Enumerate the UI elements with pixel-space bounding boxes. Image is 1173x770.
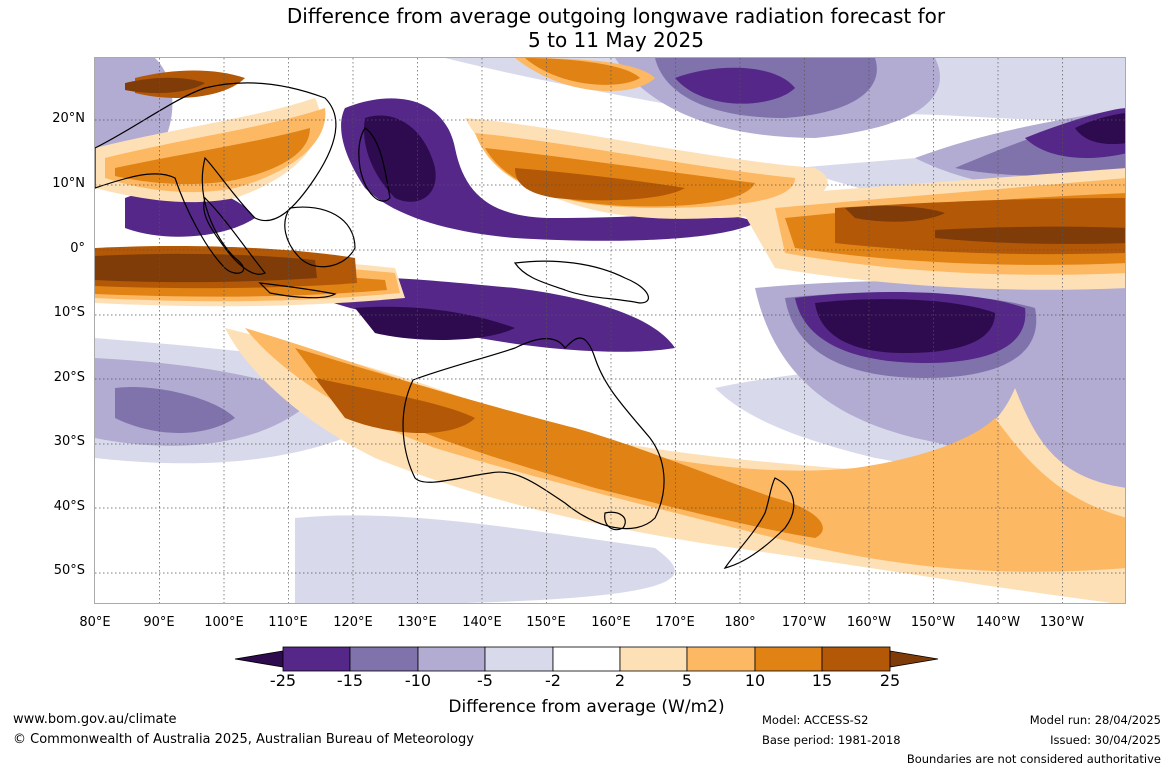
darkest-brown-regions xyxy=(95,77,1125,283)
lon-label-140w: 140°W xyxy=(975,615,1021,630)
footer-disclaimer: Boundaries are not considered authoritat… xyxy=(906,752,1161,766)
lon-label-160w: 160°W xyxy=(846,615,892,630)
title-line-2: 5 to 11 May 2025 xyxy=(528,28,704,52)
lon-label-160e: 160°E xyxy=(591,615,631,630)
colorbar-tick: -10 xyxy=(404,671,432,690)
lat-label-40s: 40°S xyxy=(53,499,85,514)
olr-anomaly-map xyxy=(94,57,1126,604)
colorbar-segment-15-10 xyxy=(349,646,419,672)
footer-model: Model: ACCESS-S2 xyxy=(762,713,869,727)
lon-label-150e: 150°E xyxy=(526,615,566,630)
colorbar-tick: 10 xyxy=(744,671,766,690)
colorbar-segment-2-2 xyxy=(552,646,621,672)
lon-label-110e: 110°E xyxy=(268,615,308,630)
sumatra-coastline xyxy=(203,196,266,275)
lon-label-140e: 140°E xyxy=(462,615,502,630)
colorbar-tick: -25 xyxy=(269,671,297,690)
map-title: Difference from average outgoing longwav… xyxy=(0,4,1173,52)
lon-label-120e: 120°E xyxy=(333,615,373,630)
lon-label-80e: 80°E xyxy=(79,615,111,630)
lon-label-170w: 170°W xyxy=(781,615,827,630)
lon-label-130w: 130°W xyxy=(1039,615,1085,630)
map-canvas xyxy=(95,58,1125,603)
colorbar-segment-10-5 xyxy=(417,646,486,672)
java-coastline xyxy=(258,282,337,299)
philippines-coastline xyxy=(358,127,391,202)
lon-label-100e: 100°E xyxy=(204,615,244,630)
lat-label-20n: 20°N xyxy=(52,111,85,126)
colorbar-segment-15-25 xyxy=(821,646,891,672)
coastlines xyxy=(95,82,795,569)
lon-label-170e: 170°E xyxy=(655,615,695,630)
colorbar-tick: -15 xyxy=(336,671,364,690)
colorbar-segment-25-15 xyxy=(282,646,351,672)
title-line-1: Difference from average outgoing longwav… xyxy=(286,4,946,28)
colorbar-segment-above-25 xyxy=(889,650,939,668)
borneo-coastline xyxy=(284,206,356,268)
colorbar-segment-below-25 xyxy=(234,650,284,668)
colorbar-tick: -2 xyxy=(545,671,561,690)
footer-model-run: Model run: 28/04/2025 xyxy=(1029,713,1161,727)
colorbar-tick: 15 xyxy=(811,671,833,690)
lon-label-150w: 150°W xyxy=(910,615,956,630)
australia-coastline xyxy=(402,337,665,530)
lat-label-10s: 10°S xyxy=(53,305,85,320)
lon-label-180: 180° xyxy=(724,615,756,630)
colorbar-tick: -5 xyxy=(477,671,493,690)
new-zealand-coastline xyxy=(723,477,795,569)
lat-label-50s: 50°S xyxy=(53,563,85,578)
lon-label-130e: 130°E xyxy=(397,615,437,630)
lat-label-10n: 10°N xyxy=(52,176,85,191)
colorbar-tick: 5 xyxy=(681,671,693,690)
footer-copyright: © Commonwealth of Australia 2025, Austra… xyxy=(13,732,474,747)
tasmania-coastline xyxy=(604,511,626,531)
colorbar-tick: 2 xyxy=(614,671,626,690)
footer-url[interactable]: www.bom.gov.au/climate xyxy=(13,712,177,727)
new-guinea-coastline xyxy=(513,260,650,304)
colorbar-label: Difference from average (W/m2) xyxy=(448,697,725,717)
colorbar-segment-2-5 xyxy=(619,646,688,672)
graticule xyxy=(95,58,1125,603)
footer-issued: Issued: 30/04/2025 xyxy=(1050,733,1161,747)
colorbar-tick: 25 xyxy=(879,671,901,690)
lat-label-30s: 30°S xyxy=(53,434,85,449)
colorbar xyxy=(234,646,939,672)
colorbar-segment-5-10 xyxy=(686,646,756,672)
lat-label-20s: 20°S xyxy=(53,370,85,385)
colorbar-segment-5-2 xyxy=(484,646,554,672)
southeast-asia-coastline xyxy=(95,82,337,274)
colorbar-segment-10-15 xyxy=(754,646,823,672)
lon-label-90e: 90°E xyxy=(143,615,175,630)
lat-label-0: 0° xyxy=(70,241,85,256)
footer-base-period: Base period: 1981-2018 xyxy=(762,733,901,747)
